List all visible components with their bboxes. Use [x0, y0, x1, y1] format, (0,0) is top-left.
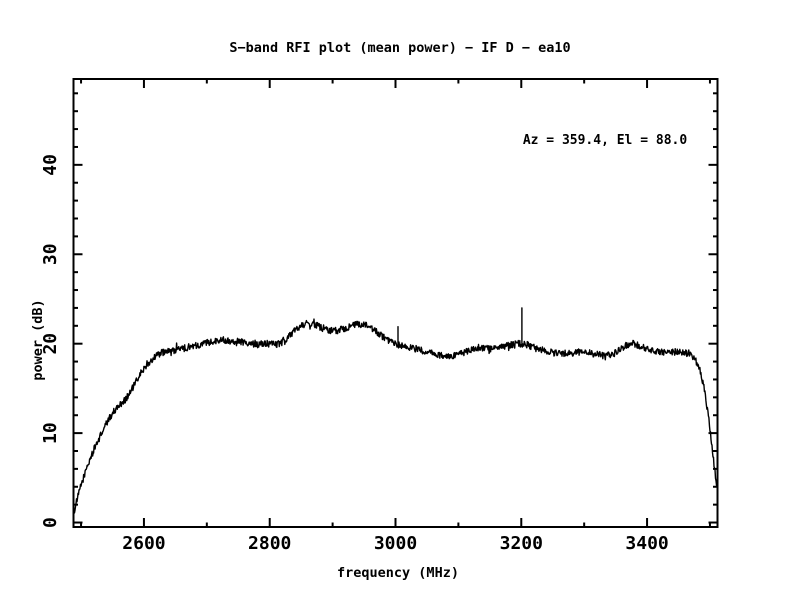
y-tick-label: 0 [40, 517, 61, 528]
spectrum-trace [72, 307, 719, 518]
y-tick-label: 10 [40, 422, 61, 444]
x-axis-label: frequency (MHz) [337, 565, 459, 581]
az-el-annotation: Az = 359.4, El = 88.0 [523, 133, 688, 148]
axis-tick-labels: 2600 2800 3000 3200 3400 0 10 20 30 40 [40, 154, 669, 554]
y-tick-label: 30 [40, 243, 61, 265]
x-tick-label: 3200 [500, 533, 543, 554]
x-tick-label: 2600 [122, 533, 165, 554]
x-tick-label: 3400 [625, 533, 668, 554]
y-tick-label: 20 [40, 333, 61, 355]
plot-title: S−band RFI plot (mean power) − IF D − ea… [229, 40, 570, 56]
x-tick-label: 3000 [374, 533, 417, 554]
x-tick-label: 2800 [248, 533, 291, 554]
y-axis-label: power (dB) [30, 299, 46, 380]
plot-frame [72, 78, 719, 528]
y-tick-label: 40 [40, 154, 61, 176]
